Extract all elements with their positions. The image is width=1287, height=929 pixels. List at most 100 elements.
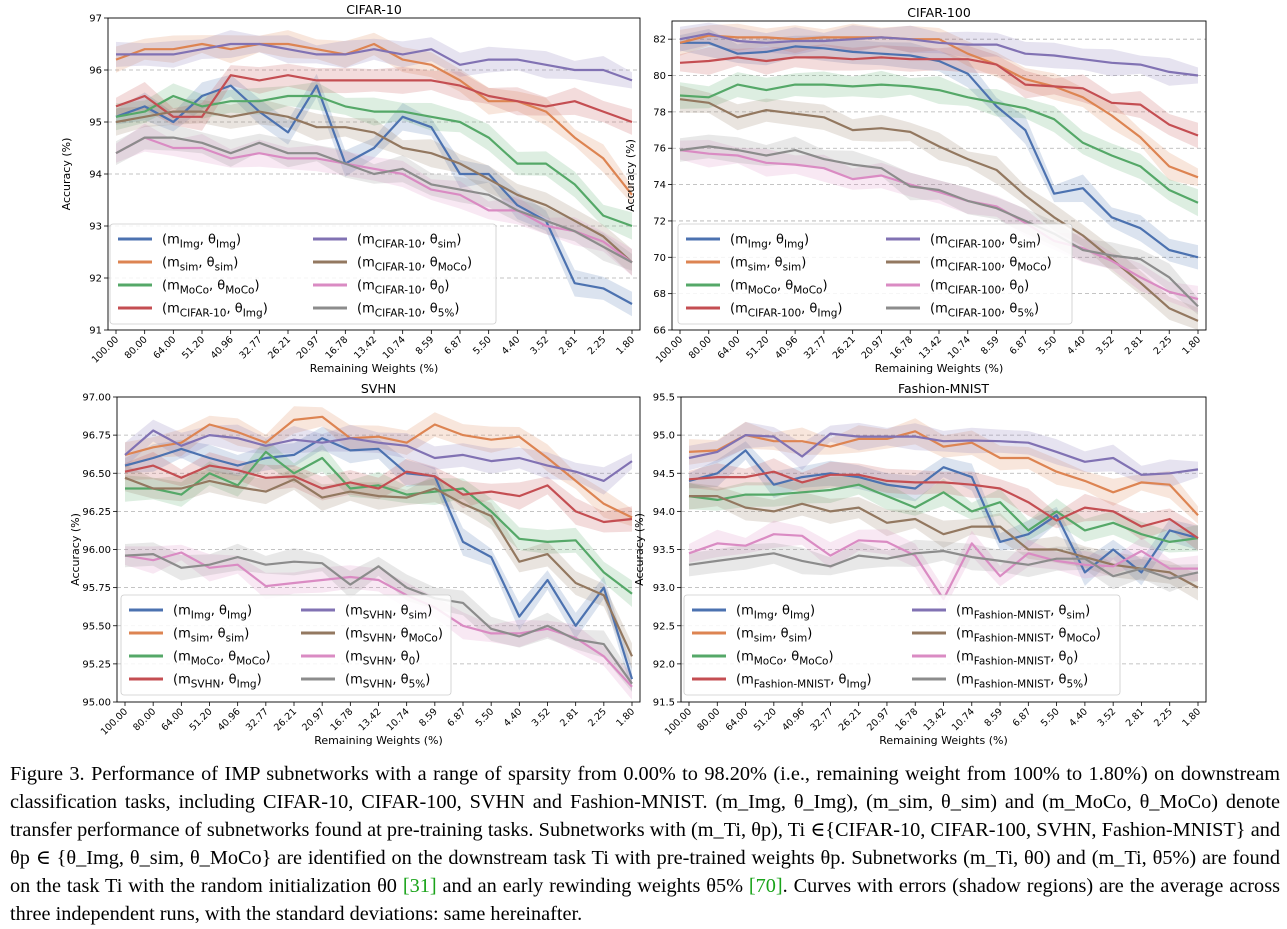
series-line (124, 552, 633, 685)
figure-caption: Figure 3. Performance of IMP subnetworks… (10, 760, 1280, 928)
chart-title: Fashion-MNIST (898, 381, 989, 396)
x-tick-label: 3.52 (1094, 334, 1117, 357)
x-tick-label: 2.25 (586, 334, 609, 357)
chart-cifar10: 91 92 93 94 95 96 97 100.00 80.00 64.00 51.20 40.96… (60, 2, 641, 375)
series-line (679, 83, 1199, 204)
x-tick-label: 2.81 (557, 334, 580, 357)
citation-link[interactable]: [70] (748, 875, 783, 897)
series-line (679, 34, 1199, 179)
series-line (115, 94, 633, 228)
legend-entry: (mImg, θImg) (730, 233, 809, 251)
y-tick-label: 96.75 (82, 431, 111, 442)
y-tick-label: 96.25 (82, 507, 111, 518)
series-line (680, 41, 1199, 259)
y-tick-label: 96.00 (82, 545, 111, 556)
x-tick-label: 3.52 (530, 706, 553, 729)
y-tick-label: 92.0 (653, 659, 675, 670)
series-line (124, 415, 633, 519)
citation-link[interactable]: [31] (402, 875, 437, 897)
x-tick-label: 1.80 (614, 334, 637, 357)
std-band (125, 542, 632, 692)
y-tick-label: 92.5 (653, 621, 675, 632)
x-tick-label: 51.20 (180, 334, 207, 361)
series-line (115, 136, 633, 264)
x-tick-label: 10.74 (381, 334, 408, 361)
x-tick-label: 4.40 (500, 334, 523, 357)
series-line (688, 483, 1199, 544)
series-line (679, 98, 1199, 322)
legend-entry: (msim, θsim) (173, 627, 249, 645)
x-tick-label: 13.42 (352, 334, 379, 361)
legend-entry: (mImg, θImg) (162, 233, 241, 251)
y-tick-label: 96.50 (82, 469, 111, 480)
std-band (116, 123, 632, 276)
x-tick-label: 13.42 (922, 706, 949, 733)
legend-entry: (mMoCo, θMoCo) (736, 650, 834, 668)
std-band (689, 520, 1198, 611)
series-line (116, 42, 633, 82)
x-tick-label: 3.52 (1096, 706, 1119, 729)
y-tick-label: 94 (89, 170, 102, 181)
series-line (688, 432, 1199, 476)
legend-entry: (mCIFAR-100, θImg) (730, 302, 842, 320)
legend-entry: (mFashion-MNIST, θMoCo) (956, 627, 1101, 645)
x-tick-label: 6.87 (445, 706, 468, 729)
y-tick-label: 94.5 (653, 469, 675, 480)
y-tick-label: 97.00 (82, 393, 111, 404)
x-tick-label: 64.00 (716, 334, 743, 361)
std-band (680, 134, 1198, 315)
legend-entry: (mCIFAR-10, θ0) (357, 279, 449, 297)
std-band (125, 464, 632, 670)
legend-entry: (mCIFAR-10, θsim) (357, 233, 461, 251)
x-tick-label: 2.25 (1152, 706, 1175, 729)
y-tick-label: 93.5 (653, 545, 675, 556)
x-tick-label: 26.21 (266, 334, 293, 361)
x-tick-label: 13.42 (917, 334, 944, 361)
x-tick-label: 26.21 (831, 334, 858, 361)
x-tick-label: 2.25 (1152, 334, 1175, 357)
legend-entry: (mSVHN, θMoCo) (345, 627, 443, 645)
x-tick-label: 100.00 (99, 706, 130, 737)
chart-title: CIFAR-10 (346, 2, 402, 17)
x-tick-label: 5.50 (1036, 334, 1059, 357)
std-band (125, 426, 632, 692)
y-tick-label: 96 (89, 66, 102, 77)
x-tick-label: 2.25 (586, 706, 609, 729)
x-tick-label: 26.21 (837, 706, 864, 733)
x-tick-label: 80.00 (123, 334, 150, 361)
series-line (679, 32, 1199, 77)
x-tick-label: 32.77 (244, 706, 271, 733)
x-tick-label: 16.78 (328, 706, 355, 733)
x-tick-label: 64.00 (151, 334, 178, 361)
legend-entry: (mSVHN, θ5%) (345, 673, 430, 691)
legend-entry: (mCIFAR-10, θImg) (162, 302, 268, 320)
legend-box (677, 223, 1073, 325)
plot-frame (671, 20, 1207, 331)
x-axis-label: Remaining Weights (%) (310, 362, 439, 375)
x-tick-label: 8.59 (414, 334, 437, 357)
legend-entry: (mSVHN, θImg) (173, 673, 262, 691)
x-tick-label: 2.81 (558, 706, 581, 729)
x-tick-label: 20.97 (295, 334, 322, 361)
y-tick-label: 95.75 (82, 583, 111, 594)
caption-text-2: and an early rewinding weights θ5% (442, 875, 743, 897)
x-tick-label: 1.80 (614, 706, 637, 729)
legend-entry: (mMoCo, θMoCo) (173, 650, 271, 668)
std-band (680, 44, 1198, 149)
series-line (115, 136, 633, 264)
x-tick-label: 51.20 (188, 706, 215, 733)
x-tick-label: 26.21 (272, 706, 299, 733)
std-band (125, 451, 632, 533)
series-line (679, 149, 1199, 301)
std-band (680, 85, 1198, 330)
y-tick-label: 91 (89, 326, 102, 337)
legend-entry: (mSVHN, θsim) (345, 604, 432, 622)
x-tick-label: 100.00 (90, 334, 121, 365)
y-tick-label: 97 (89, 14, 102, 25)
series-line (679, 56, 1199, 137)
x-tick-label: 8.59 (982, 706, 1005, 729)
x-tick-label: 13.42 (357, 706, 384, 733)
x-tick-label: 1.80 (1180, 334, 1203, 357)
legend-box (109, 223, 497, 325)
